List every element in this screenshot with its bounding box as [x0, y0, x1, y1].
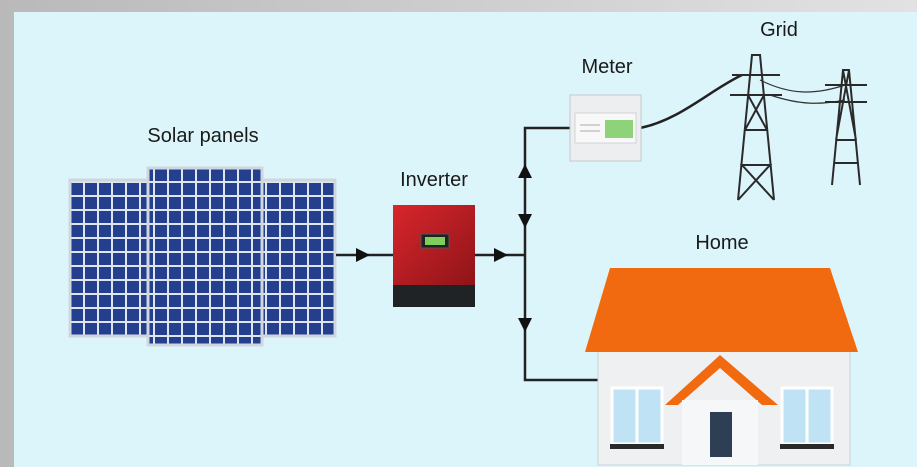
- meter: [570, 95, 641, 161]
- inverter: [393, 205, 475, 307]
- solar-panels: [70, 168, 335, 345]
- label: Solar panels: [147, 125, 258, 147]
- house: [585, 268, 858, 465]
- label: Home: [695, 232, 748, 254]
- label: Grid: [760, 19, 798, 41]
- diagram: Solar panels Inverter Meter Grid: [0, 0, 917, 467]
- label: Meter: [581, 56, 632, 78]
- label: Inverter: [400, 169, 468, 191]
